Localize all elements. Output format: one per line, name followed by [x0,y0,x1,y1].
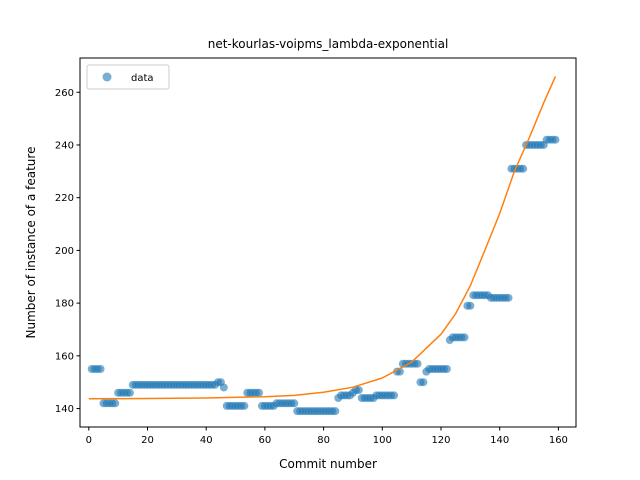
y-tick-label-2: 180 [55,299,74,310]
y-tick-label-0: 140 [55,404,74,415]
data-point-52 [240,401,249,410]
x-tick-label-5: 100 [373,435,392,446]
legend: data [86,64,170,90]
exponential-fit-line [88,76,557,400]
y-tick-label-6: 260 [55,88,74,99]
data-point-103 [390,391,399,400]
x-tick-label-1: 20 [141,435,154,446]
data-point-8 [111,399,120,408]
data-point-121 [442,365,451,374]
y-axis-label: Number of instance of a feature [24,147,38,339]
data-point-3 [96,365,105,374]
x-tick-label-6: 120 [431,435,450,446]
scatter-points [87,135,560,416]
x-axis-ticks: 0 20 40 60 80 100 120 140 160 [86,427,568,446]
legend-marker [102,72,112,82]
y-tick-label-5: 240 [55,140,74,151]
x-tick-label-7: 140 [490,435,509,446]
data-point-83 [331,407,340,416]
data-point-127 [460,333,469,342]
y-tick-label-4: 220 [55,193,74,204]
chart-title: net-kourlas-voipms_lambda-exponential [208,37,449,51]
fit-line-group [88,76,557,400]
data-point-91 [354,386,363,395]
x-axis-label: Commit number [279,457,377,471]
data-point-113 [419,378,428,387]
data-point-13 [125,388,134,397]
x-tick-label-2: 40 [200,435,213,446]
data-point-142 [504,293,513,302]
y-tick-label-3: 200 [55,246,74,257]
data-point-45 [219,383,228,392]
legend-box [86,64,170,90]
y-tick-label-1: 160 [55,351,74,362]
x-tick-label-4: 80 [317,435,330,446]
data-point-129 [466,301,475,310]
data-point-69 [290,399,299,408]
legend-label-data: data [131,73,154,84]
plot-frame [79,57,577,428]
x-tick-label-3: 60 [259,435,272,446]
data-point-57 [255,388,264,397]
x-tick-label-0: 0 [86,435,92,446]
data-point-111 [413,359,422,368]
y-axis-ticks: 140 160 180 200 220 240 260 [55,88,80,415]
data-point-158 [551,135,560,144]
data-point-147 [519,164,528,173]
x-tick-label-8: 160 [549,435,568,446]
